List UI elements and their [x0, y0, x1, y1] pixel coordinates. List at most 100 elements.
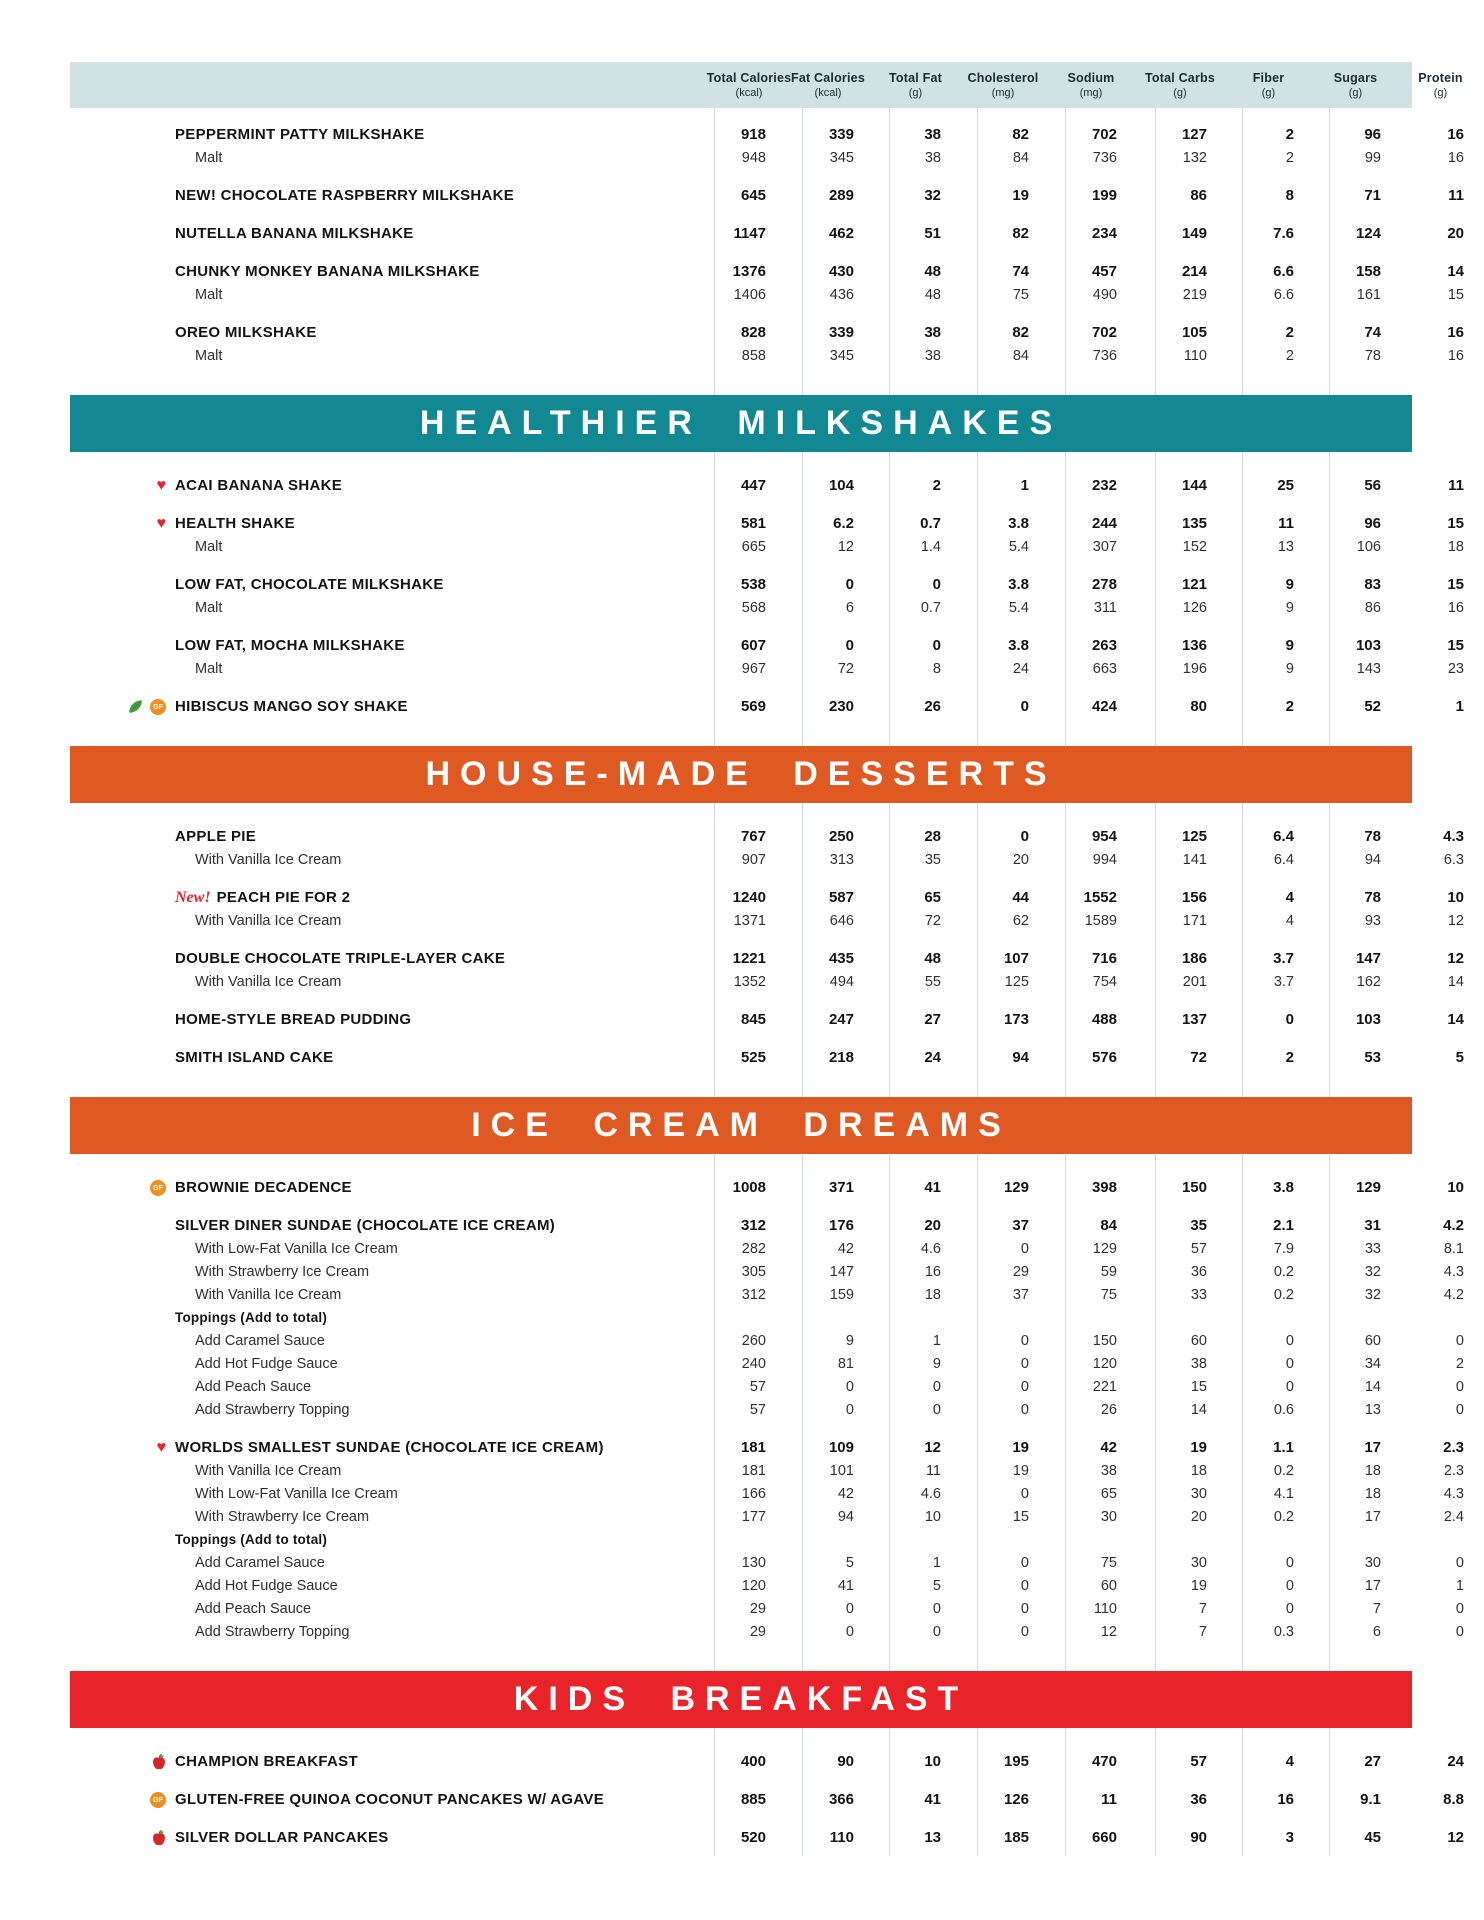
nutrition-value: 44 — [1012, 889, 1029, 906]
nutrition-value: 82 — [1012, 324, 1029, 341]
nutrition-value: 150 — [1181, 1179, 1207, 1196]
nutrition-value: 8.1 — [1443, 1240, 1464, 1257]
sub-item-row: With Vanilla Ice Cream 1371 646 72 62 1589 171… — [70, 909, 1464, 932]
nutrition-value: 129 — [1092, 1240, 1117, 1257]
nutrition-value: 38 — [924, 324, 941, 341]
nutrition-value: 201 — [1182, 973, 1207, 990]
nutrition-value: 81 — [837, 1355, 854, 1372]
nutrition-value: 400 — [740, 1753, 766, 1770]
sub-item-row: Add Hot Fudge Sauce 120 41 5 0 60 19 0 17 1 — [70, 1574, 1464, 1597]
column-header-unit: (g) — [1261, 86, 1276, 99]
nutrition-value: 11 — [925, 1462, 941, 1479]
item-name: HOME-STYLE BREAD PUDDING — [175, 1011, 412, 1028]
nutrition-value: 1147 — [733, 225, 766, 242]
nutrition-value: 587 — [828, 889, 854, 906]
nutrition-value: 16 — [1447, 126, 1464, 143]
nutrition-value: 126 — [1003, 1791, 1029, 1808]
nutrition-value: 436 — [829, 286, 854, 303]
nutrition-value: 171 — [1182, 912, 1207, 929]
item-name-cell: SILVER DINER SUNDAE (CHOCOLATE ICE CREAM… — [70, 1217, 714, 1234]
sub-item-row: Add Caramel Sauce 130 5 1 0 75 30 0 30 0 — [70, 1551, 1464, 1574]
column-header: Protein (g) — [1399, 62, 1482, 108]
nutrition-value: 57 — [749, 1401, 766, 1418]
nutrition-value: 36 — [1190, 1263, 1207, 1280]
nutrition-value: 0 — [1020, 1332, 1029, 1349]
nutrition-value: 12 — [1447, 912, 1464, 929]
nutrition-value: 10 — [924, 1753, 941, 1770]
nutrition-value: 94 — [837, 1508, 854, 1525]
nutrition-value: 23 — [1447, 660, 1464, 677]
nutrition-value: 29 — [749, 1600, 766, 1617]
nutrition-value: 1221 — [732, 950, 766, 967]
item-name-cell: DOUBLE CHOCOLATE TRIPLE-LAYER CAKE — [70, 950, 714, 967]
nutrition-value: 858 — [741, 347, 766, 364]
nutrition-value: 702 — [1091, 126, 1117, 143]
nutrition-value: 0 — [1455, 1623, 1464, 1640]
nutrition-value: 885 — [740, 1791, 766, 1808]
nutrition-value: 1.1 — [1273, 1439, 1294, 1456]
nutrition-value: 16 — [1447, 347, 1464, 364]
nutrition-value: 488 — [1091, 1011, 1117, 1028]
nutrition-value: 42 — [837, 1485, 854, 1502]
column-header: Fat Calories (kcal) — [784, 62, 872, 108]
nutrition-value: 186 — [1181, 950, 1207, 967]
nutrition-value: 5 — [932, 1577, 941, 1594]
nutrition-value: 339 — [828, 324, 854, 341]
sub-item-row: Add Peach Sauce 57 0 0 0 221 15 0 14 0 — [70, 1375, 1464, 1398]
nutrition-value: 30 — [1100, 1508, 1117, 1525]
item-name-cell: ♥ HEALTH SHAKE — [70, 515, 714, 532]
nutrition-value: 181 — [741, 1462, 766, 1479]
nutrition-value: 0 — [1020, 1623, 1029, 1640]
item-icon-slot: GF — [70, 1179, 166, 1196]
nutrition-value: 18 — [924, 1286, 941, 1303]
nutrition-value: 244 — [1091, 515, 1117, 532]
nutrition-value: 32 — [1364, 1263, 1381, 1280]
nutrition-value: 10 — [1447, 1179, 1464, 1196]
nutrition-value: 45 — [1364, 1829, 1381, 1846]
item-name: NUTELLA BANANA MILKSHAKE — [175, 225, 414, 242]
item-name: With Low-Fat Vanilla Ice Cream — [195, 1485, 398, 1502]
item-name: APPLE PIE — [175, 828, 257, 845]
nutrition-value: 11 — [1448, 477, 1464, 494]
item-name-cell: Malt — [70, 539, 714, 555]
nutrition-value: 84 — [1012, 347, 1029, 364]
nutrition-value: 646 — [829, 912, 854, 929]
nutrition-value: 32 — [924, 187, 941, 204]
item-icon-slot: GF — [70, 698, 166, 715]
nutrition-value: 31 — [1364, 1217, 1381, 1234]
nutrition-value: 33 — [1364, 1240, 1381, 1257]
gluten-free-icon: GF — [150, 698, 166, 715]
menu-item-row: LOW FAT, MOCHA MILKSHAKE 607 0 0 3.8 263 136 9 1… — [70, 634, 1464, 657]
nutrition-value: 152 — [1182, 538, 1207, 555]
nutrition-value: 51 — [924, 225, 941, 242]
nutrition-value: 234 — [1091, 225, 1117, 242]
nutrition-value: 3.7 — [1273, 950, 1294, 967]
apple-icon — [152, 1753, 166, 1770]
nutrition-value: 149 — [1181, 225, 1207, 242]
nutrition-value: 221 — [1092, 1378, 1117, 1395]
nutrition-value: 35 — [924, 851, 941, 868]
heart-icon: ♥ — [156, 514, 167, 532]
nutrition-value: 181 — [740, 1439, 766, 1456]
nutrition-value: 232 — [1091, 477, 1117, 494]
nutrition-value: 9 — [845, 1332, 854, 1349]
nutrition-value: 16 — [1277, 1791, 1294, 1808]
nutrition-value: 11 — [1101, 1791, 1117, 1808]
nutrition-value: 19 — [1012, 1462, 1029, 1479]
nutrition-value: 136 — [1181, 637, 1207, 654]
nutrition-value: 9 — [1285, 660, 1294, 677]
nutrition-value: 60 — [1100, 1577, 1117, 1594]
nutrition-value: 80 — [1190, 698, 1207, 715]
nutrition-value: 72 — [837, 660, 854, 677]
nutrition-value: 176 — [828, 1217, 854, 1234]
item-name-cell: With Vanilla Ice Cream — [70, 1287, 714, 1303]
nutrition-value: 78 — [1364, 889, 1381, 906]
nutrition-value: 6.4 — [1273, 851, 1294, 868]
nutrition-value: 12 — [1447, 1829, 1464, 1846]
nutrition-value: 41 — [924, 1791, 941, 1808]
nutrition-value: 0 — [1020, 1577, 1029, 1594]
nutrition-value: 48 — [924, 286, 941, 303]
nutrition-value: 105 — [1181, 324, 1207, 341]
nutrition-value: 0.7 — [920, 515, 941, 532]
